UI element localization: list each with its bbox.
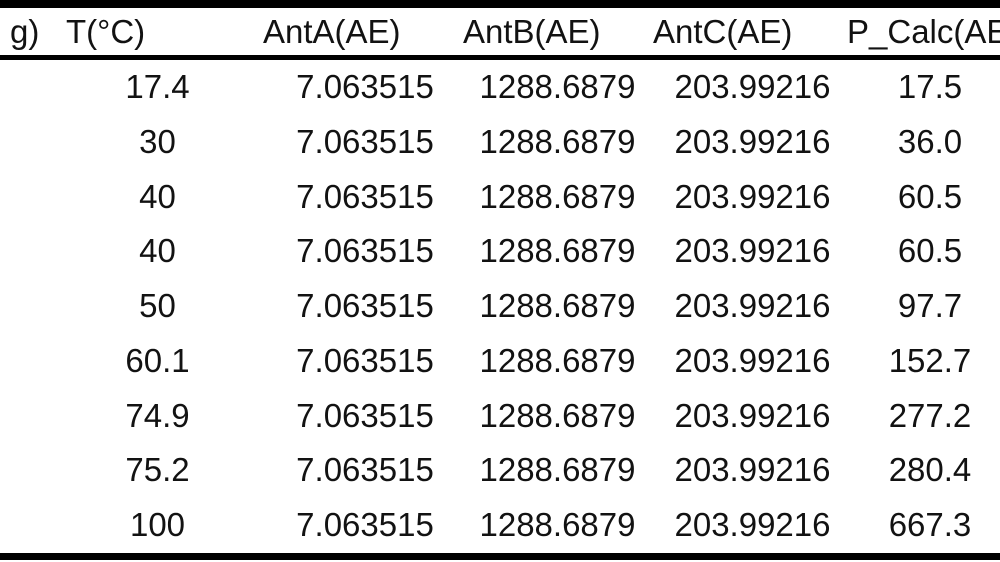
header-cell-antc: AntC(AE) [653, 13, 793, 50]
table-bottom-rule [0, 553, 1000, 560]
table-cell: 97.7 [897, 287, 963, 325]
table-cell: 7.063515 [296, 122, 434, 160]
table-cell: 60.1 [125, 341, 190, 379]
table-cell: 203.99216 [674, 506, 831, 544]
table-row: 60.1 7.063515 1288.6879 203.99216 152.7 [0, 334, 1000, 389]
table-cell: 60.5 [897, 232, 963, 270]
table-cell: 203.99216 [674, 232, 831, 270]
table-row: 75.2 7.063515 1288.6879 203.99216 280.4 [0, 443, 1000, 498]
table-cell [0, 170, 55, 225]
table-cell: 1288.6879 [479, 122, 636, 160]
table-cell: 1288.6879 [479, 506, 636, 544]
table-cell: 7.063515 [296, 232, 434, 270]
table-cell: 1288.6879 [479, 451, 636, 489]
table-cell: 7.063515 [296, 341, 434, 379]
table-cell: 17.5 [897, 68, 963, 105]
table-cell: 277.2 [888, 396, 972, 434]
table-body: 17.4 7.063515 1288.6879 203.99216 17.5 3… [0, 60, 1000, 553]
table-row: 30 7.063515 1288.6879 203.99216 36.0 [0, 115, 1000, 170]
table-header-row: g) T(°C) AntA(AE) AntB(AE) AntC(AE) P_Ca… [0, 8, 1000, 55]
table-cell: 1288.6879 [479, 177, 636, 215]
table-cell [0, 60, 55, 115]
table-cell [0, 443, 55, 498]
header-cell-truncated-left: g) [10, 13, 40, 50]
table-cell: 7.063515 [296, 451, 434, 489]
table-cell [0, 279, 55, 334]
header-cell-temperature: T(°C) [66, 13, 146, 50]
table-row: 74.9 7.063515 1288.6879 203.99216 277.2 [0, 389, 1000, 444]
table-cell: 1288.6879 [479, 232, 636, 270]
table-row: 40 7.063515 1288.6879 203.99216 60.5 [0, 224, 1000, 279]
table-row: 40 7.063515 1288.6879 203.99216 60.5 [0, 170, 1000, 225]
table-cell: 203.99216 [674, 396, 831, 434]
table-row: 100 7.063515 1288.6879 203.99216 667.3 [0, 498, 1000, 553]
table-cell: 60.5 [897, 177, 963, 215]
header-cell-antb: AntB(AE) [463, 13, 601, 50]
table-cell: 100 [129, 506, 186, 544]
table-cell: 203.99216 [674, 68, 831, 105]
table-cell: 203.99216 [674, 177, 831, 215]
table-cell: 152.7 [888, 341, 972, 379]
table-row: 50 7.063515 1288.6879 203.99216 97.7 [0, 279, 1000, 334]
table-cell: 40 [139, 232, 176, 270]
table-cell [0, 334, 55, 389]
table-cell: 203.99216 [674, 451, 831, 489]
table-cell [0, 115, 55, 170]
table-cell: 203.99216 [674, 341, 831, 379]
table-cell: 667.3 [888, 506, 972, 544]
table-cell [0, 498, 55, 553]
table-cell: 1288.6879 [479, 396, 636, 434]
table-cell: 1288.6879 [479, 341, 636, 379]
table-cell: 30 [139, 122, 176, 160]
table-header-rule [0, 55, 1000, 60]
table-cell: 17.4 [125, 68, 190, 105]
table-cell: 1288.6879 [479, 287, 636, 325]
table-cell: 50 [139, 287, 176, 325]
header-cell-pcalc: P_Calc(AE [847, 13, 1000, 50]
table-cell: 7.063515 [296, 396, 434, 434]
table-cell: 7.063515 [296, 68, 434, 105]
table-cell: 7.063515 [296, 287, 434, 325]
table-cell: 203.99216 [674, 122, 831, 160]
table-cell: 280.4 [888, 451, 972, 489]
table-cell: 7.063515 [296, 177, 434, 215]
table-cell: 1288.6879 [479, 68, 636, 105]
table-row: 17.4 7.063515 1288.6879 203.99216 17.5 [0, 60, 1000, 115]
table-cell: 40 [139, 177, 176, 215]
table-cell [0, 389, 55, 444]
table-cell: 7.063515 [296, 506, 434, 544]
table-cell: 203.99216 [674, 287, 831, 325]
table-cell [0, 224, 55, 279]
table-cell: 74.9 [125, 396, 190, 434]
table-top-rule [0, 0, 1000, 8]
table-cell: 36.0 [897, 122, 963, 160]
header-cell-anta: AntA(AE) [263, 13, 401, 50]
table-cell: 75.2 [125, 451, 190, 489]
